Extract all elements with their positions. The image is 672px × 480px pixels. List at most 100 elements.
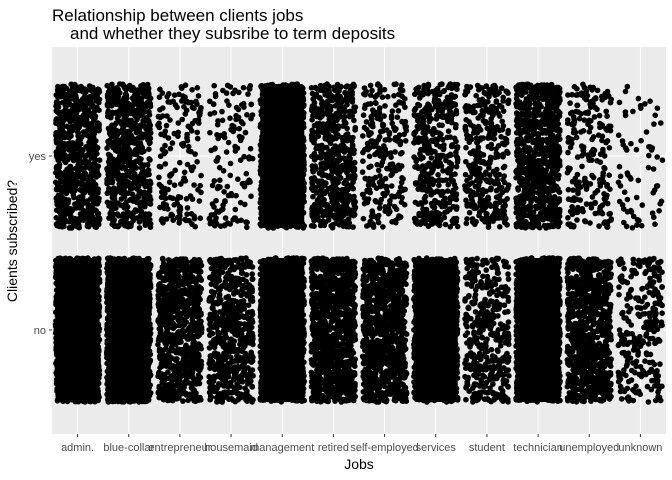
data-point — [127, 268, 133, 274]
data-point — [53, 345, 60, 352]
data-point — [94, 270, 101, 277]
data-point — [160, 260, 167, 267]
data-point — [134, 384, 140, 391]
data-point — [134, 315, 141, 322]
data-point — [111, 305, 118, 312]
data-point — [179, 310, 186, 317]
data-point — [67, 310, 74, 317]
data-point — [71, 272, 78, 278]
data-point — [210, 378, 217, 385]
data-point — [195, 300, 201, 307]
data-point — [145, 342, 151, 348]
data-point — [89, 294, 96, 301]
data-point — [119, 340, 125, 347]
data-point — [190, 305, 197, 312]
data-point — [190, 340, 196, 347]
data-point — [138, 344, 144, 351]
data-point — [196, 332, 202, 339]
data-point — [175, 268, 182, 275]
data-point — [189, 368, 196, 374]
data-point — [73, 324, 80, 331]
data-point — [130, 279, 137, 285]
data-point — [57, 388, 64, 395]
data-point — [119, 315, 126, 321]
data-point — [159, 291, 166, 297]
data-point — [173, 302, 179, 308]
data-point — [244, 313, 250, 319]
data-point — [196, 306, 203, 313]
data-point — [235, 320, 241, 327]
data-point — [235, 281, 241, 288]
data-point — [147, 358, 153, 365]
data-point — [182, 318, 188, 324]
data-point — [215, 372, 221, 379]
data-point — [126, 289, 133, 296]
data-point — [94, 390, 101, 397]
data-point — [241, 306, 247, 312]
data-point — [83, 319, 89, 326]
data-point — [127, 341, 134, 347]
data-point — [90, 347, 96, 353]
data-point — [90, 374, 97, 381]
data-point — [161, 277, 167, 283]
data-point — [209, 276, 216, 283]
data-point — [184, 313, 191, 319]
data-point — [84, 286, 90, 293]
data-point — [243, 255, 249, 261]
data-point — [209, 330, 216, 337]
data-point — [134, 273, 140, 280]
data-point — [189, 262, 195, 269]
data-point — [184, 276, 191, 283]
data-point — [104, 340, 110, 347]
data-point — [168, 344, 175, 351]
data-point — [228, 280, 235, 287]
data-point — [222, 356, 228, 363]
data-point — [111, 352, 117, 359]
data-point — [118, 291, 124, 297]
data-point — [128, 330, 134, 337]
data-point — [217, 260, 223, 266]
data-point — [238, 391, 244, 398]
data-point — [173, 356, 180, 363]
data-point — [216, 285, 222, 292]
data-point — [96, 276, 103, 283]
data-point — [178, 279, 184, 286]
data-point — [106, 368, 112, 375]
data-point — [174, 293, 181, 300]
data-point — [249, 286, 255, 293]
data-point — [243, 390, 250, 396]
data-point — [63, 316, 70, 323]
data-point — [133, 255, 139, 262]
data-point — [175, 375, 181, 382]
data-point — [139, 285, 146, 291]
data-point — [129, 311, 136, 318]
data-point — [173, 382, 179, 389]
data-point — [219, 364, 226, 371]
data-point — [224, 258, 230, 264]
data-point — [58, 267, 65, 274]
data-point — [53, 326, 60, 333]
data-point — [192, 321, 199, 328]
data-point — [64, 394, 70, 401]
data-point — [74, 302, 80, 309]
data-point — [143, 384, 149, 391]
plot-panel — [52, 47, 666, 434]
data-point — [170, 273, 176, 280]
data-point — [189, 313, 196, 319]
data-point — [144, 372, 151, 378]
data-point — [68, 287, 75, 294]
data-point — [128, 325, 135, 332]
data-point — [69, 261, 76, 268]
data-point — [237, 355, 243, 362]
data-point — [63, 363, 69, 370]
data-point — [156, 335, 162, 342]
data-point — [69, 282, 75, 288]
data-point — [158, 392, 165, 399]
data-point — [234, 307, 241, 313]
data-point — [75, 279, 81, 286]
data-point — [144, 337, 151, 343]
data-point — [225, 389, 232, 395]
data-point — [89, 319, 96, 326]
data-point — [223, 334, 230, 341]
data-point — [173, 339, 179, 346]
